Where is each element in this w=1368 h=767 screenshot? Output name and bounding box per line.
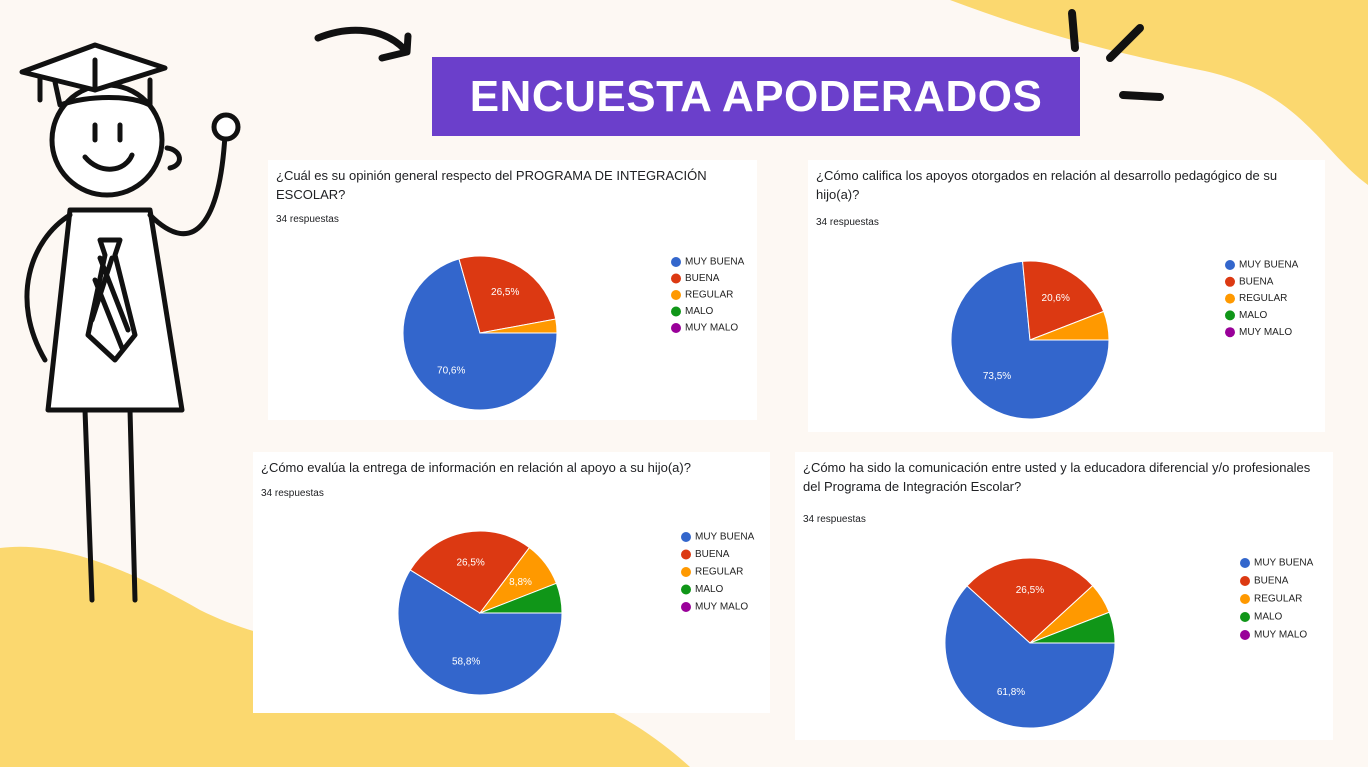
legend-label: MALO (1239, 310, 1268, 321)
legend-label: MUY BUENA (685, 257, 745, 268)
legend-label: REGULAR (1254, 594, 1302, 605)
slice-label: 20,6% (1042, 293, 1070, 304)
pie-chart: 61,8% 26,5% MUY BUENA BUENA REGULAR MALO MUY M… (795, 452, 1333, 740)
legend-swatch (1240, 630, 1250, 640)
slice-label: 61,8% (997, 687, 1025, 698)
legend-label: BUENA (695, 549, 730, 560)
legend-swatch (1225, 294, 1235, 304)
legend-swatch (681, 567, 691, 577)
legend-swatch (1225, 277, 1235, 287)
slice-label: 73,5% (983, 371, 1011, 382)
legend-swatch (671, 290, 681, 300)
legend-label: MALO (685, 306, 714, 317)
chart-panel: ¿Cuál es su opinión general respecto del… (268, 160, 757, 420)
legend-label: MUY BUENA (695, 532, 755, 543)
legend-label: BUENA (1254, 576, 1289, 587)
legend-swatch (681, 585, 691, 595)
pie-chart: 70,6% 26,5% MUY BUENA BUENA REGULAR MALO MUY M… (268, 160, 757, 420)
legend-label: MUY BUENA (1239, 260, 1299, 271)
slice-label: 58,8% (452, 657, 480, 668)
pie-chart: 58,8%26,5%8,8%MUY BUENABUENAREGULARMALOM… (253, 452, 770, 713)
legend-label: MALO (695, 584, 724, 595)
slice-label: 8,8% (509, 577, 532, 588)
legend-label: REGULAR (695, 567, 743, 578)
chart-panel: ¿Cómo evalúa la entrega de información e… (253, 452, 770, 713)
legend-label: MALO (1254, 612, 1283, 623)
legend-swatch (1225, 310, 1235, 320)
legend-swatch (1240, 558, 1250, 568)
legend: MUY BUENA BUENA REGULAR MALO MUY MALO (1240, 558, 1314, 641)
legend-swatch (1225, 327, 1235, 337)
legend-label: REGULAR (685, 290, 733, 301)
legend-swatch (671, 307, 681, 317)
legend-swatch (1240, 594, 1250, 604)
slide: ENCUESTA APODERADOS ¿Cuál es su opinión … (0, 0, 1368, 767)
legend-label: MUY BUENA (1254, 558, 1314, 569)
legend: MUY BUENA BUENA REGULAR MALO MUY MALO (671, 257, 745, 334)
legend-label: MUY MALO (1254, 630, 1307, 641)
chart-panel: ¿Cómo ha sido la comunicación entre uste… (795, 452, 1333, 740)
legend-label: BUENA (1239, 276, 1274, 287)
legend-swatch (1225, 260, 1235, 270)
legend-swatch (681, 550, 691, 560)
legend-swatch (1240, 576, 1250, 586)
legend-swatch (681, 602, 691, 612)
slice-label: 26,5% (1016, 585, 1044, 596)
legend-label: MUY MALO (1239, 327, 1292, 338)
chart-panel: ¿Cómo califica los apoyos otorgados en r… (808, 160, 1325, 432)
legend-label: REGULAR (1239, 293, 1287, 304)
legend-swatch (671, 323, 681, 333)
legend: MUY BUENA BUENA REGULAR MALO MUY MALO (1225, 260, 1299, 338)
legend-label: MUY MALO (695, 602, 748, 613)
slice-label: 70,6% (437, 366, 465, 377)
page-title: ENCUESTA APODERADOS (432, 57, 1080, 136)
legend-label: MUY MALO (685, 323, 738, 334)
pie-chart: 73,5% 20,6% MUY BUENA BUENA REGULAR MALO MUY M… (808, 160, 1325, 432)
legend-swatch (671, 257, 681, 267)
slice-label: 26,5% (491, 287, 519, 298)
legend-swatch (671, 274, 681, 284)
legend-swatch (681, 532, 691, 542)
legend-label: BUENA (685, 273, 720, 284)
legend-swatch (1240, 612, 1250, 622)
legend: MUY BUENA BUENA REGULAR MALO MUY MALO (681, 532, 755, 613)
slice-label: 26,5% (456, 558, 484, 569)
